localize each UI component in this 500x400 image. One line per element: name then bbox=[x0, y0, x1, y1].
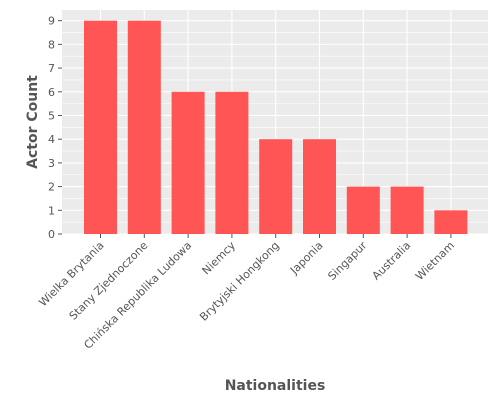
y-tick-label: 3 bbox=[48, 157, 55, 170]
y-axis-ticks: 0 1 2 3 4 5 6 7 8 9 bbox=[48, 15, 62, 241]
x-tick-label: Singapur bbox=[325, 239, 369, 283]
y-tick-label: 9 bbox=[48, 15, 55, 28]
x-tick-label: Niemcy bbox=[200, 239, 239, 278]
x-axis-label: Nationalities bbox=[225, 378, 326, 394]
y-tick-label: 5 bbox=[48, 109, 55, 122]
bar bbox=[215, 91, 249, 235]
bars bbox=[84, 20, 468, 235]
y-tick-label: 1 bbox=[48, 204, 55, 217]
x-tick-label: Australia bbox=[370, 239, 414, 283]
y-tick-label: 0 bbox=[48, 228, 55, 241]
bar bbox=[303, 139, 336, 234]
y-tick-label: 6 bbox=[48, 86, 55, 99]
x-tick-label: Japonia bbox=[287, 239, 326, 278]
bar bbox=[84, 20, 117, 234]
bar bbox=[259, 139, 293, 234]
x-tick-label: Brytyjski Hongkong bbox=[197, 239, 282, 324]
x-tick-label: Wietnam bbox=[413, 239, 457, 283]
bar bbox=[390, 186, 424, 234]
bar bbox=[346, 186, 380, 234]
bar bbox=[127, 20, 161, 234]
y-tick-label: 7 bbox=[48, 62, 55, 75]
y-axis-label: Actor Count bbox=[25, 75, 41, 169]
bar bbox=[171, 91, 205, 235]
y-tick-label: 8 bbox=[48, 38, 55, 51]
x-tick-label: Stany Zjednoczone bbox=[67, 239, 151, 323]
bar bbox=[434, 210, 468, 234]
y-tick-label: 4 bbox=[48, 133, 55, 146]
y-tick-label: 2 bbox=[48, 181, 55, 194]
